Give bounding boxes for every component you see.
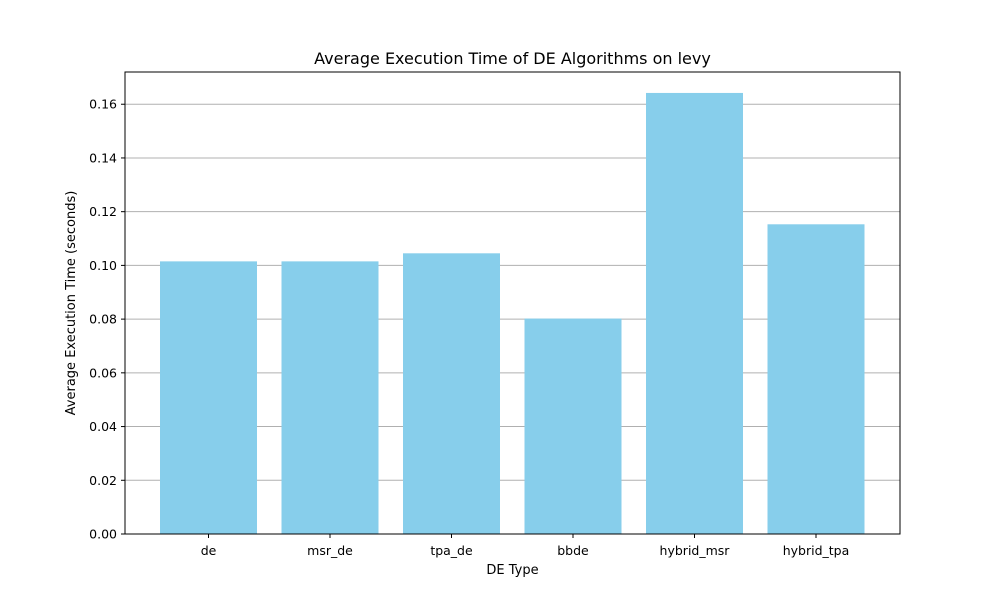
chart-title: Average Execution Time of DE Algorithms … (314, 49, 711, 68)
bar-msr_de (281, 261, 379, 534)
x-tick-label: hybrid_msr (660, 543, 731, 558)
y-tick-label: 0.10 (89, 258, 117, 273)
y-tick-label: 0.08 (89, 312, 117, 327)
x-tick-label: tpa_de (430, 543, 473, 558)
plot-frame (124, 71, 901, 535)
bars (160, 92, 865, 535)
bar-tpa_de (403, 253, 500, 534)
y-axis-ticks: 0.00 0.02 0.04 0.06 0.08 0.10 0.12 0.14 0.16 (89, 97, 125, 542)
bar-hybrid_msr (646, 92, 743, 534)
y-tick-label: 0.14 (89, 150, 117, 165)
y-tick-label: 0.06 (89, 365, 117, 380)
y-tick-label: 0.00 (89, 527, 117, 542)
y-tick-label: 0.16 (89, 97, 117, 112)
y-tick-label: 0.12 (89, 204, 117, 219)
y-axis-label: Average Execution Time (seconds) (64, 191, 79, 416)
bar-de (160, 261, 257, 534)
x-tick-label: de (201, 543, 217, 558)
y-tick-label: 0.02 (89, 473, 117, 488)
bar-hybrid_tpa (767, 224, 865, 535)
y-tick-label: 0.04 (89, 419, 117, 434)
bar-bbde (524, 318, 622, 534)
x-tick-label: hybrid_tpa (783, 543, 850, 558)
x-axis-ticks: de msr_de tpa_de bbde hybrid_msr hybrid_tpa (201, 534, 850, 558)
x-axis-label: DE Type (486, 563, 538, 578)
x-tick-label: bbde (557, 543, 589, 558)
x-tick-label: msr_de (307, 543, 353, 558)
